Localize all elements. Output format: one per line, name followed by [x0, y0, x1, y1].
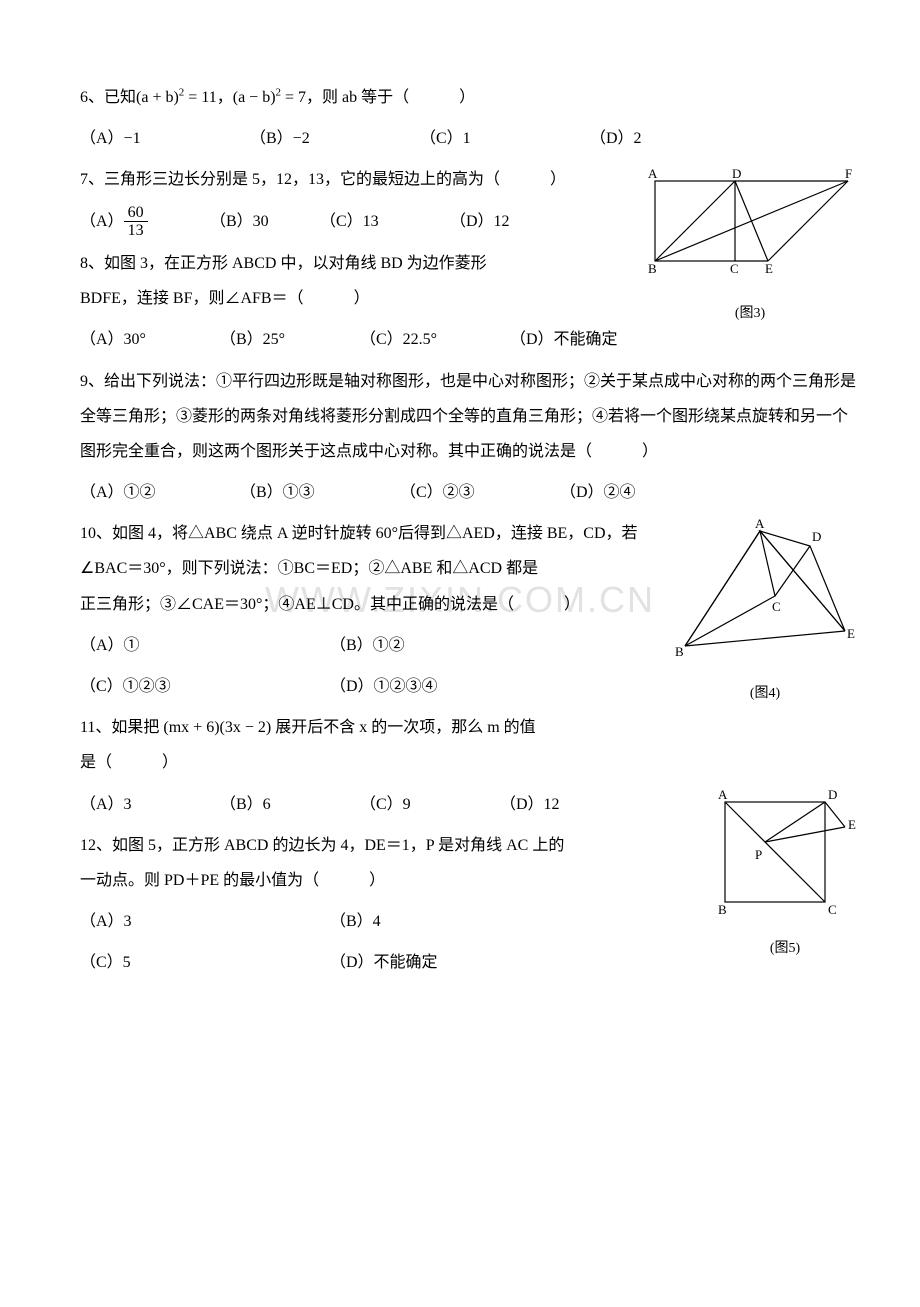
q11-opt-b: （B）6 [220, 787, 360, 822]
q10-opt-d: （D）①②③④ [330, 669, 438, 704]
q12-options-row1: （A）3 （B）4 [80, 904, 700, 939]
figure-5-label: (图5) [710, 934, 860, 965]
q8-line2: BDFE，连接 BF，则∠AFB＝（ [80, 290, 304, 307]
q12-options-row2: （C）5 （D）不能确定 [80, 945, 700, 980]
q7-a-den: 13 [124, 222, 148, 240]
q10-opt-a: （A）① [80, 628, 330, 663]
fig4-C: C [772, 599, 781, 614]
figure-4-label: (图4) [670, 679, 860, 710]
question-11: 11、如果把 (mx + 6)(3x − 2) 展开后不含 x 的一次项，那么 … [80, 710, 860, 780]
q11-stem-b: 是（ [80, 754, 112, 771]
q7-a-num: 60 [124, 204, 148, 223]
q10-options-row1: （A）① （B）①② [80, 628, 660, 663]
fig5-C: C [828, 902, 837, 917]
q10-line3: 正三角形；③∠CAE＝30°；④AE⊥CD。其中正确的说法是（ [80, 596, 514, 613]
q12-opt-a: （A）3 [80, 904, 330, 939]
q10-close: ） [564, 596, 580, 613]
q6-opt-d: （D）2 [590, 121, 642, 156]
q12-opt-b: （B）4 [330, 904, 381, 939]
fig4-B: B [675, 644, 684, 659]
fig5-E: E [848, 817, 856, 832]
fig4-E: E [847, 626, 855, 641]
q8-opt-d: （D）不能确定 [510, 322, 618, 357]
q9-close: ） [642, 443, 658, 460]
figure-3-label: (图3) [640, 299, 860, 330]
q7-opt-b: （B）30 [210, 204, 320, 239]
q9-opt-c: （C）②③ [400, 475, 560, 510]
q10-opt-b: （B）①② [330, 628, 405, 663]
q6-eq2: = 7，则 ab 等于（ [281, 89, 409, 106]
fig3-C: C [730, 261, 739, 276]
q7-opt-c: （C）13 [320, 204, 450, 239]
q8-close: ） [354, 290, 370, 307]
q6-expr2: (a − b) [233, 89, 276, 106]
q7-close: ） [550, 171, 566, 188]
q11-opt-c: （C）9 [360, 787, 500, 822]
q6-eq1: = 11， [184, 89, 232, 106]
q6-close: ） [459, 89, 475, 106]
fig3-E: E [765, 261, 773, 276]
q12-opt-d: （D）不能确定 [330, 945, 438, 980]
q9-opt-d: （D）②④ [560, 475, 636, 510]
q11-options: （A）3 （B）6 （C）9 （D）12 [80, 787, 700, 822]
q6-options: （A）−1 （B）−2 （C）1 （D）2 [80, 121, 860, 156]
q11-opt-a: （A）3 [80, 787, 220, 822]
q8-opt-c: （C）22.5° [360, 322, 510, 357]
question-9: 9、给出下列说法：①平行四边形既是轴对称图形，也是中心对称图形；②关于某点成中心… [80, 364, 860, 470]
q6-expr1: (a + b) [136, 89, 179, 106]
fig3-D: D [732, 166, 741, 181]
q9-opt-b: （B）①③ [240, 475, 400, 510]
q7-opt-d: （D）12 [450, 204, 510, 239]
q12-line2: 一动点。则 PD＋PE 的最小值为（ [80, 872, 319, 889]
q7-options: （A）6013 （B）30 （C）13 （D）12 [80, 204, 630, 240]
q6-stem-a: 6、已知 [80, 89, 136, 106]
figure-4: A B C D E (图4) [670, 516, 860, 710]
q9-opt-a: （A）①② [80, 475, 240, 510]
q12-close: ） [369, 872, 385, 889]
fig4-D: D [812, 529, 821, 544]
q10-opt-c: （C）①②③ [80, 669, 330, 704]
figure-5-svg: A B C D E P [710, 787, 860, 922]
q6-opt-a: （A）−1 [80, 121, 250, 156]
q11-close: ） [162, 754, 178, 771]
q7-opt-a: （A）6013 [80, 204, 210, 240]
q7-a-pre: （A） [80, 213, 124, 230]
fig4-A: A [755, 516, 765, 531]
q9-options: （A）①② （B）①③ （C）②③ （D）②④ [80, 475, 860, 510]
q11-opt-d: （D）12 [500, 787, 560, 822]
q7-stem: 7、三角形三边长分别是 5，12，13，它的最短边上的高为（ [80, 171, 500, 188]
fig3-A: A [648, 166, 658, 181]
figure-5: A B C D E P (图5) [710, 787, 860, 966]
fig5-D: D [828, 787, 837, 802]
question-6: 6、已知(a + b)2 = 11，(a − b)2 = 7，则 ab 等于（） [80, 80, 860, 115]
q6-opt-b: （B）−2 [250, 121, 420, 156]
page-content: 6、已知(a + b)2 = 11，(a − b)2 = 7，则 ab 等于（）… [80, 80, 860, 987]
q8-options: （A）30° （B）25° （C）22.5° （D）不能确定 [80, 322, 630, 357]
q10-options-row2: （C）①②③ （D）①②③④ [80, 669, 660, 704]
q6-opt-c: （C）1 [420, 121, 590, 156]
fig3-B: B [648, 261, 657, 276]
q8-opt-a: （A）30° [80, 322, 220, 357]
q11-stem-a: 11、如果把 (mx + 6)(3x − 2) 展开后不含 x 的一次项，那么 … [80, 710, 860, 745]
q9-stem: 9、给出下列说法：①平行四边形既是轴对称图形，也是中心对称图形；②关于某点成中心… [80, 373, 856, 460]
fig5-P: P [755, 847, 762, 862]
fig3-F: F [845, 166, 852, 181]
q12-opt-c: （C）5 [80, 945, 330, 980]
fig5-A: A [718, 787, 728, 802]
figure-3: A B C D E F (图3) [640, 166, 860, 330]
fig5-B: B [718, 902, 727, 917]
q8-opt-b: （B）25° [220, 322, 360, 357]
figure-3-svg: A B C D E F [640, 166, 860, 286]
figure-4-svg: A B C D E [670, 516, 860, 666]
